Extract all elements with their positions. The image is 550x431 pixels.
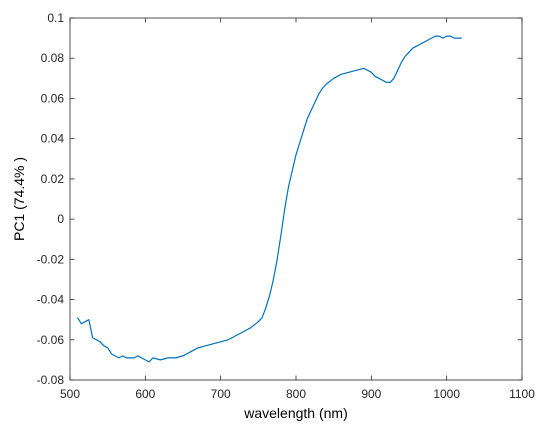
y-axis-ticks: -0.08 -0.06 -0.04 -0.02 0 0.02 0.04 0.06 0.08 0.1 xyxy=(37,11,522,387)
y-axis-label: PC1 (74.4% ) xyxy=(11,157,27,241)
y-tick-label: 0.06 xyxy=(41,91,65,105)
x-tick-label: 1000 xyxy=(433,387,460,401)
series-line xyxy=(77,35,462,363)
y-tick-label: -0.06 xyxy=(37,333,65,347)
x-tick-label: 500 xyxy=(60,387,80,401)
y-tick-label: 0.04 xyxy=(41,132,65,146)
x-tick-label: 1100 xyxy=(509,387,535,401)
y-tick-label: -0.08 xyxy=(37,373,65,387)
y-tick-label: 0.08 xyxy=(41,51,65,65)
x-tick-label: 900 xyxy=(361,387,381,401)
y-tick-label: -0.04 xyxy=(37,293,65,307)
y-tick-label: 0.1 xyxy=(47,11,64,25)
x-tick-label: 600 xyxy=(135,387,155,401)
x-tick-label: 800 xyxy=(286,387,306,401)
x-axis-label: wavelength (nm) xyxy=(243,405,348,421)
y-tick-label: 0 xyxy=(57,212,64,226)
x-axis-ticks: 500 600 700 800 900 1000 1100 xyxy=(60,18,535,401)
x-tick-label: 700 xyxy=(211,387,231,401)
y-tick-label: -0.02 xyxy=(37,252,65,266)
y-tick-label: 0.02 xyxy=(41,172,65,186)
plot-frame xyxy=(69,17,523,381)
